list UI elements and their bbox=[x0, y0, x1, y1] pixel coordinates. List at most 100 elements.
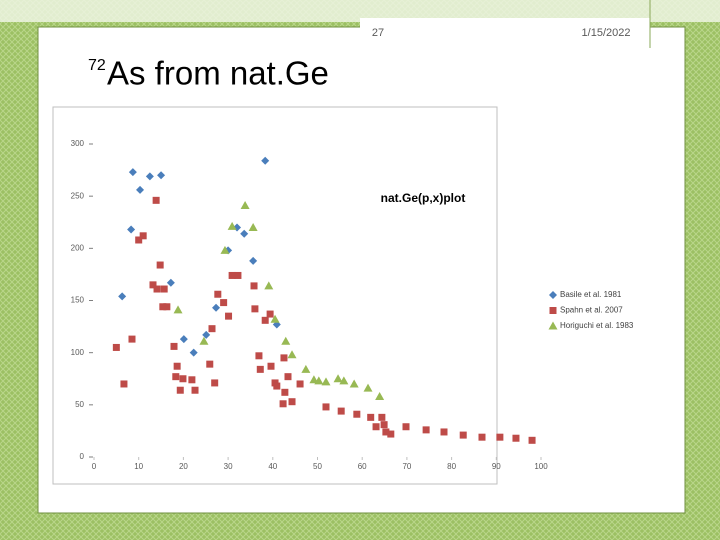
data-point bbox=[225, 312, 233, 320]
x-tick-label: 70 bbox=[402, 462, 411, 471]
data-point bbox=[118, 292, 127, 301]
y-tick-label: 50 bbox=[75, 400, 84, 409]
data-point bbox=[249, 256, 258, 265]
data-point bbox=[227, 221, 237, 230]
data-point bbox=[264, 281, 274, 290]
data-point bbox=[234, 271, 242, 279]
y-tick-label: 100 bbox=[71, 348, 85, 357]
data-point bbox=[228, 271, 236, 279]
data-point bbox=[127, 225, 136, 234]
legend-marker bbox=[549, 307, 557, 314]
data-point bbox=[281, 388, 289, 396]
data-point bbox=[153, 285, 161, 293]
data-point bbox=[240, 229, 249, 238]
data-point bbox=[378, 413, 386, 421]
legend-label: Spahn et al. 2007 bbox=[560, 306, 623, 315]
data-point bbox=[145, 172, 154, 181]
data-point bbox=[120, 380, 128, 388]
x-tick-label: 30 bbox=[224, 462, 233, 471]
data-point bbox=[281, 336, 291, 345]
data-point bbox=[135, 236, 143, 244]
header-band bbox=[0, 0, 720, 22]
data-point bbox=[322, 403, 330, 411]
data-point bbox=[212, 303, 221, 312]
data-point bbox=[512, 434, 520, 442]
data-point bbox=[266, 310, 274, 318]
data-point bbox=[267, 362, 275, 370]
data-point bbox=[160, 285, 168, 293]
data-point bbox=[179, 375, 187, 383]
data-point bbox=[189, 348, 198, 357]
data-point bbox=[220, 245, 230, 254]
data-point bbox=[136, 185, 145, 194]
data-point bbox=[261, 316, 269, 324]
data-point bbox=[157, 171, 166, 180]
data-point bbox=[279, 400, 287, 408]
data-point bbox=[367, 413, 375, 421]
data-point bbox=[156, 261, 164, 269]
title-superscript: 72 bbox=[88, 57, 106, 74]
chart-title: nat.Ge(p,x)plot bbox=[381, 191, 466, 205]
data-point bbox=[301, 364, 311, 373]
x-tick-label: 60 bbox=[358, 462, 367, 471]
y-tick-label: 200 bbox=[71, 243, 85, 252]
x-tick-label: 80 bbox=[447, 462, 456, 471]
data-point bbox=[296, 380, 304, 388]
data-point bbox=[159, 303, 167, 311]
data-point bbox=[375, 391, 385, 400]
data-point bbox=[172, 373, 180, 381]
data-point bbox=[250, 282, 258, 290]
plot-area: 0 50 100 150 200 250 300 0 10 20 30 40 50 60 70 80 90 100… bbox=[71, 139, 634, 471]
x-tick-label: 90 bbox=[492, 462, 501, 471]
data-point bbox=[199, 336, 209, 345]
data-point bbox=[173, 362, 181, 370]
data-point bbox=[288, 398, 296, 406]
data-point bbox=[255, 352, 263, 360]
y-tick-label: 250 bbox=[71, 191, 85, 200]
y-tick-label: 300 bbox=[71, 139, 85, 148]
data-point bbox=[240, 201, 250, 210]
data-point bbox=[440, 428, 448, 436]
data-point bbox=[173, 305, 183, 314]
data-point bbox=[163, 303, 171, 311]
slide-number: 27 bbox=[372, 27, 384, 39]
header-box bbox=[360, 18, 650, 48]
data-point bbox=[363, 383, 373, 392]
legend-label: Basile et al. 1981 bbox=[560, 290, 622, 299]
data-point bbox=[188, 376, 196, 384]
data-point bbox=[459, 431, 467, 439]
data-point bbox=[496, 433, 504, 441]
legend-label: Horiguchi et al. 1983 bbox=[560, 321, 634, 330]
legend-marker bbox=[548, 321, 558, 330]
data-point bbox=[321, 377, 331, 386]
data-point bbox=[202, 330, 211, 339]
data-point bbox=[214, 290, 222, 298]
chart-frame bbox=[52, 106, 498, 485]
x-tick-label: 100 bbox=[534, 462, 548, 471]
data-point bbox=[387, 430, 395, 438]
data-point bbox=[270, 314, 280, 323]
data-point bbox=[261, 156, 270, 165]
data-point bbox=[256, 365, 264, 373]
data-point bbox=[166, 278, 175, 287]
y-tick-label: 0 bbox=[80, 452, 85, 461]
slide-date: 1/15/2022 bbox=[582, 27, 631, 39]
data-point bbox=[280, 354, 288, 362]
slide-title: As from nat.Ge bbox=[107, 55, 329, 92]
data-point bbox=[528, 436, 536, 444]
x-tick-label: 50 bbox=[313, 462, 322, 471]
data-point bbox=[179, 335, 188, 344]
data-point bbox=[149, 281, 157, 289]
data-point bbox=[284, 373, 292, 381]
data-point bbox=[152, 196, 160, 204]
data-point bbox=[112, 343, 120, 351]
data-point bbox=[314, 376, 324, 385]
data-point bbox=[128, 335, 136, 343]
data-point bbox=[349, 379, 359, 388]
data-point bbox=[220, 299, 228, 307]
data-point bbox=[206, 360, 214, 368]
x-tick-label: 20 bbox=[179, 462, 188, 471]
data-point bbox=[422, 426, 430, 434]
data-point bbox=[337, 407, 345, 415]
